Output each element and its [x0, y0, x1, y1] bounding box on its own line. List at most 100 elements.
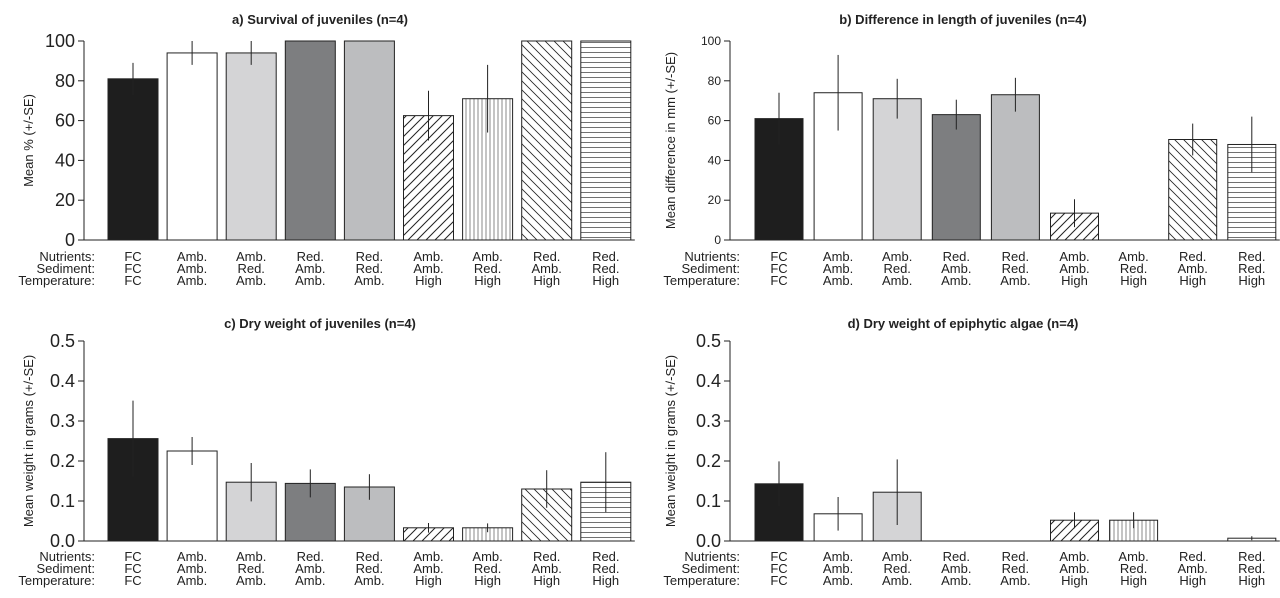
bar-5: [990, 94, 1040, 241]
category-label: Red.: [1120, 561, 1147, 576]
category-label: Red.: [592, 261, 619, 276]
category-label: Amb.: [177, 549, 207, 564]
category-label: Red.: [1238, 561, 1265, 576]
y-tick-label: 40: [55, 150, 75, 170]
category-label: Amb.: [823, 261, 853, 276]
y-tick-label: 0.0: [50, 531, 75, 551]
y-axis-label: Mean weight in grams (+/-SE): [663, 355, 678, 527]
chart-title: c) Dry weight of juveniles (n=4): [224, 316, 416, 331]
row-label: Nutrients:: [684, 549, 740, 564]
category-label: Red.: [474, 561, 501, 576]
y-tick-label: 20: [708, 193, 722, 207]
bar-2: [166, 52, 218, 241]
category-label: Amb.: [823, 249, 853, 264]
category-label: FC: [124, 573, 141, 588]
category-label: Amb.: [177, 561, 207, 576]
category-label: Amb.: [882, 573, 912, 588]
category-label: Amb.: [823, 561, 853, 576]
row-label: Nutrients:: [684, 249, 740, 264]
row-label: Nutrients:: [39, 549, 95, 564]
category-label: High: [1061, 273, 1088, 288]
category-label: Red.: [1002, 261, 1029, 276]
category-label: FC: [124, 561, 141, 576]
chart-panel-b: b) Difference in length of juveniles (n=…: [663, 12, 1280, 288]
category-label: Amb.: [823, 549, 853, 564]
category-label: Amb.: [236, 273, 266, 288]
y-tick-label: 0.3: [50, 411, 75, 431]
category-label: Red.: [1120, 261, 1147, 276]
row-label: Sediment:: [36, 561, 95, 576]
row-label: Temperature:: [18, 573, 95, 588]
category-label: High: [1179, 273, 1206, 288]
y-tick-label: 20: [55, 190, 75, 210]
category-label: Amb.: [295, 573, 325, 588]
bar-3: [872, 98, 922, 241]
category-label: Amb.: [413, 549, 443, 564]
category-label: Amb.: [177, 573, 207, 588]
category-label: FC: [770, 273, 787, 288]
bar-8: [521, 40, 573, 241]
category-label: Red.: [943, 549, 970, 564]
category-label: Red.: [592, 549, 619, 564]
category-label: High: [1238, 273, 1265, 288]
category-label: Amb.: [941, 573, 971, 588]
category-label: Red.: [356, 249, 383, 264]
chart-title: b) Difference in length of juveniles (n=…: [839, 12, 1086, 27]
category-label: High: [415, 573, 442, 588]
category-label: FC: [770, 573, 787, 588]
row-label: Temperature:: [663, 273, 740, 288]
bar-4: [284, 40, 336, 241]
y-tick-label: 0.4: [696, 371, 721, 391]
category-label: Red.: [297, 549, 324, 564]
category-label: Red.: [356, 561, 383, 576]
bar-9: [580, 40, 632, 241]
bar-8: [1168, 139, 1218, 241]
category-label: Amb.: [941, 261, 971, 276]
y-tick-label: 0.5: [50, 331, 75, 351]
y-tick-label: 0.4: [50, 371, 75, 391]
row-label: Nutrients:: [39, 249, 95, 264]
category-label: High: [1120, 273, 1147, 288]
category-label: High: [1238, 573, 1265, 588]
category-label: Amb.: [236, 573, 266, 588]
category-label: High: [1179, 573, 1206, 588]
category-label: Amb.: [941, 273, 971, 288]
category-label: High: [592, 573, 619, 588]
category-label: Amb.: [1118, 249, 1148, 264]
category-label: High: [1120, 573, 1147, 588]
y-tick-label: 0: [714, 233, 721, 247]
category-label: Red.: [237, 261, 264, 276]
y-tick-label: 60: [708, 114, 722, 128]
category-label: Red.: [297, 249, 324, 264]
category-label: Amb.: [177, 261, 207, 276]
row-label: Sediment:: [36, 261, 95, 276]
category-label: Amb.: [532, 261, 562, 276]
category-label: Amb.: [1000, 573, 1030, 588]
y-tick-label: 0.2: [50, 451, 75, 471]
category-label: Red.: [533, 249, 560, 264]
category-label: High: [533, 273, 560, 288]
category-label: Amb.: [1059, 249, 1089, 264]
category-label: Amb.: [823, 573, 853, 588]
category-label: Amb.: [354, 573, 384, 588]
category-label: FC: [770, 261, 787, 276]
bar-5: [343, 40, 395, 241]
y-tick-label: 100: [45, 31, 75, 51]
category-label: Amb.: [1000, 273, 1030, 288]
category-label: Red.: [943, 249, 970, 264]
category-label: Amb.: [295, 261, 325, 276]
category-label: Amb.: [1178, 261, 1208, 276]
category-label: Red.: [883, 261, 910, 276]
category-label: FC: [124, 549, 141, 564]
category-label: Amb.: [1178, 561, 1208, 576]
category-label: Red.: [356, 261, 383, 276]
chart-title: a) Survival of juveniles (n=4): [232, 12, 408, 27]
category-label: Red.: [1238, 549, 1265, 564]
category-label: FC: [124, 261, 141, 276]
category-label: Red.: [533, 549, 560, 564]
category-label: Red.: [1238, 261, 1265, 276]
category-label: Amb.: [236, 249, 266, 264]
chart-panel-c: c) Dry weight of juveniles (n=4) Mean wei…: [18, 316, 635, 588]
chart-panel-a: a) Survival of juveniles (n=4) Mean % (+/…: [18, 12, 635, 288]
